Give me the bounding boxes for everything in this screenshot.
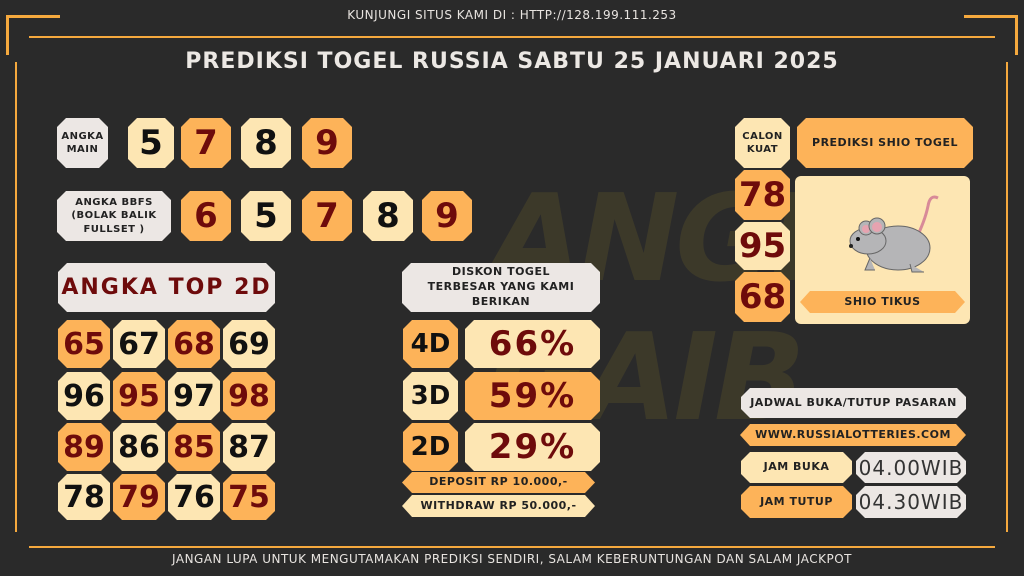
frame-line <box>1006 62 1008 532</box>
bbfs-digit: 9 <box>422 191 472 241</box>
frame-line <box>6 15 60 18</box>
bbfs-digit: 8 <box>363 191 413 241</box>
site-link[interactable]: WWW.RUSSIALOTTERIES.COM <box>740 424 966 446</box>
top2d-number: 85 <box>168 423 220 471</box>
jam-buka-label: JAM BUKA <box>741 452 852 483</box>
diskon-code: 2D <box>403 423 458 471</box>
bbfs-digit: 6 <box>181 191 231 241</box>
angka-main-digit: 8 <box>241 118 291 168</box>
angka-main-label: ANGKA MAIN <box>57 118 108 168</box>
footer-text: JANGAN LUPA UNTUK MENGUTAMAKAN PREDIKSI … <box>172 552 852 566</box>
bbfs-digit: 5 <box>241 191 291 241</box>
deposit-info: DEPOSIT RP 10.000,- <box>402 472 595 493</box>
jam-buka-value: 04.00WIB <box>856 452 966 483</box>
top2d-number: 97 <box>168 372 220 420</box>
frame-line <box>15 62 17 532</box>
top2d-title: ANGKA TOP 2D <box>58 263 275 312</box>
shio-panel: SHIO TIKUS <box>795 176 970 324</box>
top2d-number: 67 <box>113 320 165 368</box>
calon-number: 68 <box>735 272 790 322</box>
visit-text: KUNJUNGI SITUS KAMI DI : HTTP://128.199.… <box>347 8 677 22</box>
page-title: PREDIKSI TOGEL RUSSIA SABTU 25 JANUARI 2… <box>185 49 839 74</box>
top2d-number: 65 <box>58 320 110 368</box>
jam-tutup-label: JAM TUTUP <box>741 486 852 518</box>
top2d-number: 86 <box>113 423 165 471</box>
shio-title: PREDIKSI SHIO TOGEL <box>797 118 973 168</box>
calon-number: 78 <box>735 170 790 220</box>
withdraw-info: WITHDRAW RP 50.000,- <box>402 495 595 517</box>
jadwal-title: JADWAL BUKA/TUTUP PASARAN <box>741 388 966 418</box>
bbfs-digit: 7 <box>302 191 352 241</box>
frame-line <box>29 36 995 38</box>
top2d-number: 75 <box>223 474 275 520</box>
top2d-number: 89 <box>58 423 110 471</box>
jam-tutup-value: 04.30WIB <box>856 486 966 518</box>
top2d-number: 78 <box>58 474 110 520</box>
top2d-number: 69 <box>223 320 275 368</box>
frame-line <box>964 15 1018 18</box>
angka-main-digit: 9 <box>302 118 352 168</box>
diskon-code: 3D <box>403 372 458 420</box>
top2d-number: 79 <box>113 474 165 520</box>
rat-icon <box>849 195 939 273</box>
top2d-number: 96 <box>58 372 110 420</box>
shio-name: SHIO TIKUS <box>800 291 965 313</box>
diskon-value: 66% <box>465 320 600 368</box>
top2d-number: 68 <box>168 320 220 368</box>
frame-line <box>29 546 995 548</box>
frame-line <box>6 15 9 55</box>
diskon-value: 29% <box>465 423 600 471</box>
diskon-code: 4D <box>403 320 458 368</box>
top2d-number: 87 <box>223 423 275 471</box>
angka-main-digit: 7 <box>181 118 231 168</box>
diskon-title: DISKON TOGEL TERBESAR YANG KAMI BERIKAN <box>402 263 600 312</box>
top2d-number: 95 <box>113 372 165 420</box>
diskon-value: 59% <box>465 372 600 420</box>
top2d-number: 76 <box>168 474 220 520</box>
angka-main-digit: 5 <box>128 118 174 168</box>
bbfs-label: ANGKA BBFS (BOLAK BALIK FULLSET ) <box>57 191 171 241</box>
calon-kuat-label: CALON KUAT <box>735 118 790 168</box>
frame-line <box>1015 15 1018 55</box>
calon-number: 95 <box>735 222 790 270</box>
top2d-number: 98 <box>223 372 275 420</box>
